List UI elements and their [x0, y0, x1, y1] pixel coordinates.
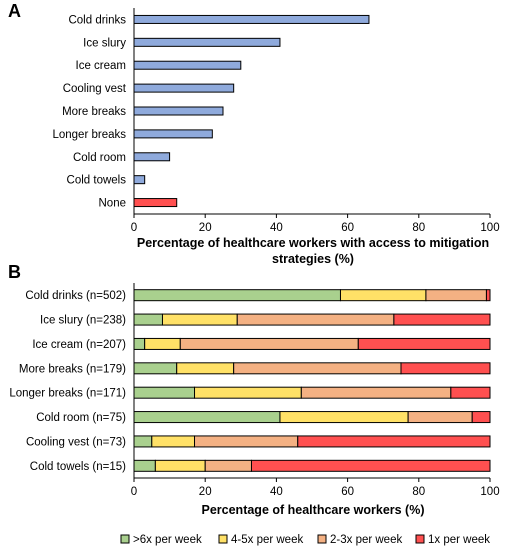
category-label-none: None [99, 198, 127, 210]
legend-label: >6x per week [133, 534, 202, 546]
bar-ice-cream [133, 60, 242, 70]
bar-segment-cold-room-n-75-1x-per-week [471, 411, 491, 424]
bar-segment-cold-towels-n-15-1x-per-week [250, 459, 491, 472]
bar-segment-longer-breaks-n-171-2-3x-per-week [300, 386, 452, 399]
x-axis-title-line: strategies (%) [272, 252, 354, 266]
category-label-cold-drinks-n-502: Cold drinks (n=502) [25, 290, 126, 302]
bar-segment-ice-slury-n-238-4-5x-per-week [161, 313, 238, 326]
legend-item-2-3x-per-week: 2-3x per week [317, 534, 402, 546]
bar-segment-ice-cream-n-207-6x-per-week [133, 337, 146, 350]
bar-segment-cold-drinks-n-502-4-5x-per-week [339, 289, 427, 302]
category-label-cold-towels: Cold towels [67, 175, 127, 187]
category-label-ice-slury-n-238: Ice slury (n=238) [40, 315, 126, 327]
x-tick-label: 100 [480, 222, 499, 234]
category-label-cold-towels-n-15: Cold towels (n=15) [30, 461, 126, 473]
legend-item-4-5x-per-week: 4-5x per week [218, 534, 303, 546]
x-tick-label: 80 [412, 486, 425, 498]
bar-segment-ice-slury-n-238-6x-per-week [133, 313, 163, 326]
bar-segment-ice-slury-n-238-2-3x-per-week [236, 313, 395, 326]
category-label-ice-slury: Ice slury [83, 37, 126, 49]
bar-cold-room [133, 152, 171, 162]
bar-more-breaks [133, 106, 224, 116]
legend-item-6x-per-week: >6x per week [120, 534, 202, 546]
bar-segment-cooling-vest-n-73-2-3x-per-week [194, 435, 299, 448]
category-label-cold-drinks: Cold drinks [68, 14, 126, 26]
bar-segment-longer-breaks-n-171-1x-per-week [450, 386, 491, 399]
x-tick-label: 40 [270, 486, 283, 498]
bar-segment-cold-drinks-n-502-6x-per-week [133, 289, 341, 302]
x-axis-title: Percentage of healthcare workers (%) [202, 503, 425, 517]
category-label-more-breaks: More breaks [62, 106, 126, 118]
x-tick-label: 100 [480, 486, 499, 498]
category-label-cooling-vest-n-73: Cooling vest (n=73) [26, 436, 126, 448]
bar-segment-more-breaks-n-179-6x-per-week [133, 362, 178, 375]
bar-segment-cold-towels-n-15-4-5x-per-week [154, 459, 206, 472]
bar-segment-ice-cream-n-207-2-3x-per-week [179, 337, 359, 350]
category-label-cold-room-n-75: Cold room (n=75) [36, 412, 126, 424]
legend-label: 2-3x per week [330, 534, 402, 546]
bar-segment-cold-towels-n-15-6x-per-week [133, 459, 156, 472]
x-axis-title-line: Percentage of healthcare workers with ac… [137, 236, 489, 250]
bar-segment-longer-breaks-n-171-6x-per-week [133, 386, 196, 399]
x-tick-label: 20 [199, 486, 212, 498]
panel-a-label: A [8, 1, 21, 21]
bar-segment-cold-room-n-75-4-5x-per-week [279, 411, 409, 424]
bar-segment-ice-slury-n-238-1x-per-week [393, 313, 491, 326]
x-tick-label: 20 [199, 222, 212, 234]
category-label-cooling-vest: Cooling vest [63, 83, 127, 95]
category-label-longer-breaks: Longer breaks [52, 129, 126, 141]
legend-swatch [120, 534, 130, 544]
panel-b-chart: Cold drinks (n=502) Ice slury (n=238) Ice … [9, 283, 500, 546]
x-tick-label: 80 [412, 222, 425, 234]
bar-segment-cooling-vest-n-73-6x-per-week [133, 435, 153, 448]
bar-segment-ice-cream-n-207-1x-per-week [357, 337, 491, 350]
bar-segment-more-breaks-n-179-4-5x-per-week [176, 362, 235, 375]
bar-cooling-vest [133, 83, 235, 93]
panel-b-label: B [8, 262, 21, 282]
bar-ice-slury [133, 37, 281, 47]
bar-segment-cooling-vest-n-73-4-5x-per-week [151, 435, 196, 448]
x-tick-label: 0 [131, 222, 137, 234]
bar-longer-breaks [133, 129, 213, 139]
legend-label: 1x per week [428, 534, 490, 546]
bar-segment-cold-drinks-n-502-1x-per-week [485, 289, 491, 302]
bar-cold-towels [133, 175, 146, 185]
bar-none [133, 198, 178, 208]
bar-segment-more-breaks-n-179-1x-per-week [400, 362, 491, 375]
bar-cold-drinks [133, 14, 370, 24]
legend-swatch [218, 534, 228, 544]
category-label-longer-breaks-n-171: Longer breaks (n=171) [9, 388, 126, 400]
bar-segment-more-breaks-n-179-2-3x-per-week [233, 362, 402, 375]
category-label-more-breaks-n-179: More breaks (n=179) [19, 363, 126, 375]
bar-segment-cold-room-n-75-2-3x-per-week [407, 411, 473, 424]
x-tick-label: 60 [341, 222, 354, 234]
legend-label: 4-5x per week [231, 534, 303, 546]
category-label-ice-cream-n-207: Ice cream (n=207) [32, 339, 126, 351]
legend-swatch [415, 534, 425, 544]
x-tick-label: 0 [131, 486, 137, 498]
bar-segment-ice-cream-n-207-4-5x-per-week [144, 337, 181, 350]
legend-item-1x-per-week: 1x per week [415, 534, 490, 546]
category-label-cold-room: Cold room [73, 152, 126, 164]
bar-segment-cold-towels-n-15-2-3x-per-week [204, 459, 252, 472]
bar-segment-cooling-vest-n-73-1x-per-week [297, 435, 491, 448]
bar-segment-longer-breaks-n-171-4-5x-per-week [194, 386, 302, 399]
x-tick-label: 40 [270, 222, 283, 234]
bar-segment-cold-drinks-n-502-2-3x-per-week [425, 289, 487, 302]
category-label-ice-cream: Ice cream [76, 60, 127, 72]
x-tick-label: 60 [341, 486, 354, 498]
bar-segment-cold-room-n-75-6x-per-week [133, 411, 281, 424]
legend-swatch [317, 534, 327, 544]
panel-a-chart: Cold drinks Ice slury Ice cream Cooling ves… [52, 8, 500, 266]
